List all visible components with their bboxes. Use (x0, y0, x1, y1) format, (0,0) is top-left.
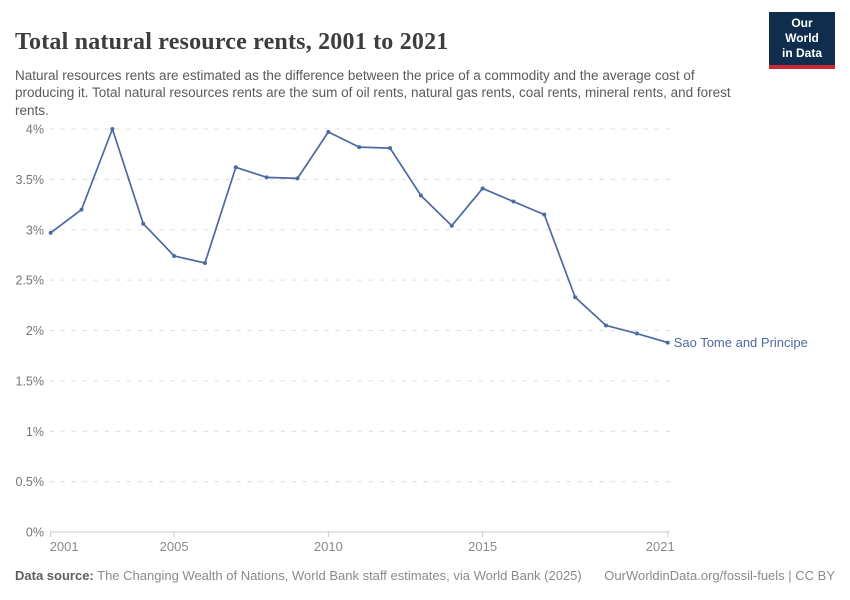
data-point (665, 340, 670, 345)
data-point (418, 193, 423, 198)
data-point (511, 199, 516, 204)
x-tick-label: 2005 (160, 539, 189, 554)
data-point (480, 186, 485, 191)
data-point (264, 175, 269, 180)
y-tick-label: 1% (26, 425, 44, 439)
chart-footer: Data source: The Changing Wealth of Nati… (0, 568, 850, 583)
data-source: Data source: The Changing Wealth of Nati… (15, 568, 582, 583)
owid-logo[interactable]: Our World in Data (769, 12, 835, 69)
page-title: Total natural resource rents, 2001 to 20… (15, 29, 449, 56)
owid-logo-line2: in Data (781, 46, 822, 61)
y-tick-label: 2% (26, 324, 44, 338)
y-tick-label: 3% (26, 223, 44, 237)
data-point (357, 145, 362, 150)
x-tick-label: 2021 (646, 539, 675, 554)
data-point (634, 331, 639, 336)
line-chart[interactable]: 0% 0.5% 1% 1.5% 2% 2.5% 3% 3.5% 4% 2001 2005 2010 20… (0, 110, 850, 566)
y-tick-label: 2.5% (16, 274, 45, 288)
data-point (604, 323, 608, 328)
x-tick-label: 2001 (50, 539, 79, 554)
data-line (50, 128, 668, 344)
y-tick-label: 0% (26, 526, 44, 540)
x-tick-label: 2015 (468, 539, 497, 554)
y-tick-label: 4% (26, 123, 44, 137)
data-source-label: Data source: (15, 568, 94, 583)
data-point (449, 223, 454, 228)
data-point (172, 253, 177, 258)
data-point (233, 165, 238, 170)
y-tick-label: 3.5% (16, 173, 45, 187)
data-point (79, 207, 84, 212)
data-source-text: The Changing Wealth of Nations, World Ba… (93, 568, 582, 583)
series-end-label: Sao Tome and Principe (674, 335, 808, 350)
data-point (141, 221, 146, 226)
data-point (295, 176, 300, 181)
data-point (326, 130, 331, 135)
license-link[interactable]: OurWorldinData.org/fossil-fuels | CC BY (604, 568, 835, 583)
data-point (110, 127, 115, 131)
data-point (542, 212, 547, 217)
data-point (48, 230, 53, 235)
data-point (573, 295, 578, 300)
chart-subtitle: Natural resources rents are estimated as… (15, 67, 731, 119)
data-point (388, 146, 393, 151)
owid-logo-line1: Our World (785, 16, 819, 46)
x-tick-label: 2010 (314, 539, 343, 554)
y-tick-label: 0.5% (16, 475, 45, 489)
data-point (202, 260, 207, 265)
y-tick-label: 1.5% (16, 374, 45, 388)
chart-area: 0% 0.5% 1% 1.5% 2% 2.5% 3% 3.5% 4% 2001 2005 2010 20… (0, 110, 850, 566)
